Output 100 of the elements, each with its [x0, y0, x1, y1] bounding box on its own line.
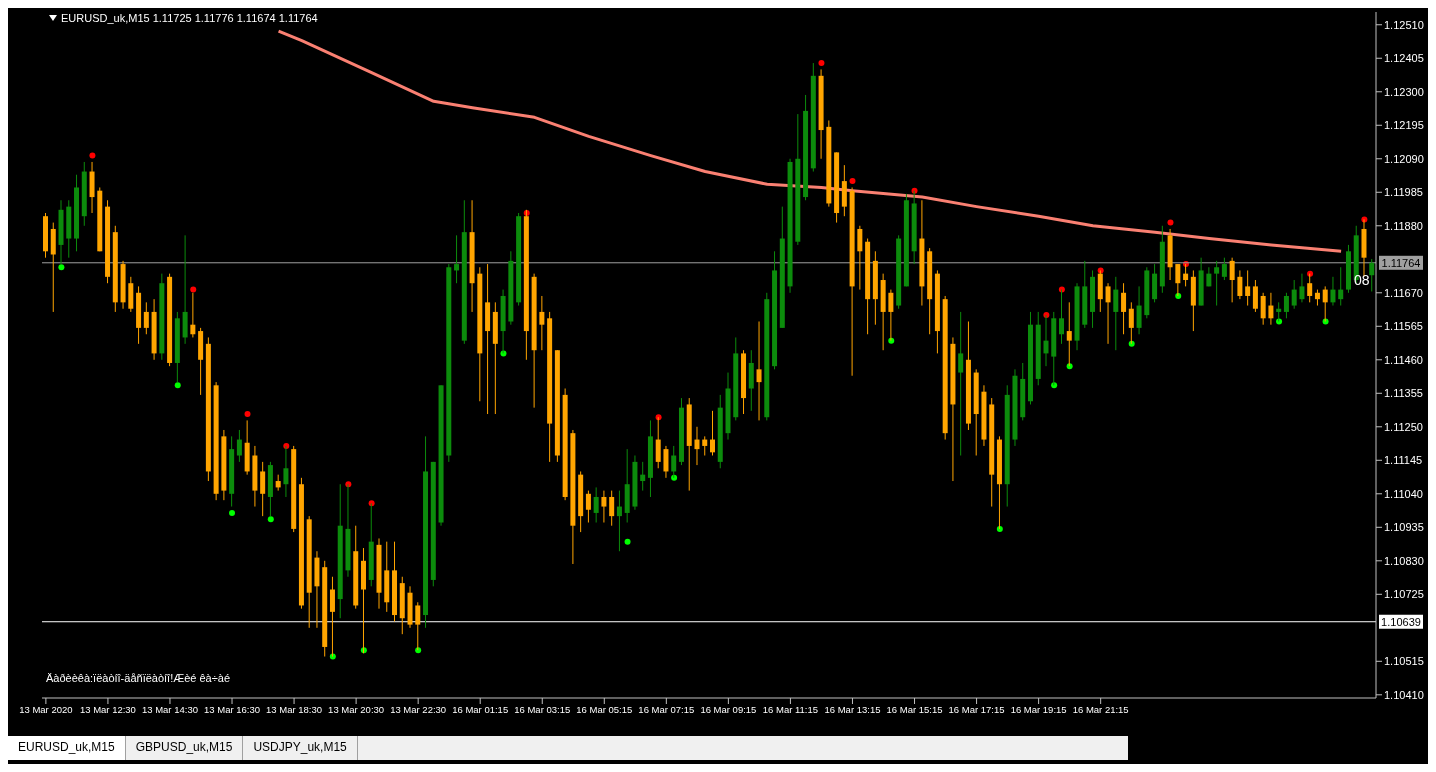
y-tick-label: 1.10935 — [1384, 521, 1424, 534]
candlestick — [663, 445, 669, 479]
candlestick — [1338, 266, 1344, 307]
x-tick-label: 16 Mar 11:15 — [762, 703, 819, 715]
y-tick-label: 1.11880 — [1384, 219, 1423, 232]
candlestick — [756, 321, 762, 421]
candlestick — [1128, 301, 1134, 345]
annotation: 08 — [1354, 272, 1370, 288]
x-tick-label: 13 Mar 22:30 — [390, 703, 447, 715]
candlestick — [585, 490, 591, 524]
candlestick — [1121, 282, 1127, 335]
text: EURUSD_uk,M15 — [8, 736, 126, 760]
candlestick — [1307, 273, 1313, 303]
candlestick — [1237, 269, 1243, 300]
candlestick — [601, 490, 607, 524]
candlestick — [190, 292, 196, 338]
candlestick — [1268, 292, 1274, 326]
candlestick — [1322, 285, 1328, 322]
x-tick-label: 13 Mar 20:30 — [328, 703, 385, 715]
candlestick — [1276, 301, 1282, 322]
x-tick-label: 16 Mar 13:15 — [824, 703, 881, 715]
point — [229, 509, 236, 516]
candlestick — [1175, 263, 1181, 297]
x-tick-label: 13 Mar 16:30 — [204, 703, 261, 715]
point — [89, 152, 96, 159]
y-tick-label: 1.11670 — [1384, 286, 1423, 299]
y-tick-label: 1.10515 — [1384, 655, 1424, 668]
y-tick-label: 1.12405 — [1384, 52, 1424, 65]
point — [58, 264, 65, 271]
y-tick-label: 1.10410 — [1384, 688, 1424, 701]
candlestick — [710, 410, 715, 457]
ref-line-label: 1.11764 — [1381, 256, 1421, 269]
x-tick-label: 16 Mar 21:15 — [1072, 703, 1129, 715]
x-tick-label: 13 Mar 12:30 — [79, 703, 136, 715]
candlestick — [857, 225, 863, 291]
y-tick-label: 1.11250 — [1384, 420, 1423, 433]
candlestick — [593, 486, 599, 524]
candlestick — [958, 311, 964, 457]
point — [190, 286, 197, 293]
x-tick-label: 16 Mar 17:15 — [948, 703, 1005, 715]
candlestick — [1283, 292, 1289, 319]
candlestick — [1299, 273, 1305, 303]
candlestick — [415, 601, 421, 651]
candlestick — [1214, 260, 1220, 307]
candlestick — [1330, 276, 1336, 307]
chart-title: EURUSD_uk,M15 1.11725 1.11776 1.11674 1.11764 — [61, 12, 318, 24]
candlestick — [260, 461, 266, 517]
candlestick — [283, 445, 289, 498]
candlestick — [702, 435, 708, 457]
y-tick-label: 1.12090 — [1384, 152, 1424, 165]
point — [818, 60, 825, 67]
y-tick-label: 1.11355 — [1384, 387, 1423, 400]
text: USDJPY_uk,M15 — [243, 736, 358, 760]
x-tick-label: 13 Mar 18:30 — [266, 703, 323, 715]
candlestick — [655, 416, 661, 469]
candlestick — [1059, 289, 1065, 345]
candlestick — [616, 490, 622, 552]
y-tick-label: 1.11565 — [1384, 320, 1423, 333]
y-tick-label: 1.11040 — [1384, 487, 1423, 500]
candlestick — [671, 445, 677, 479]
y-tick-label: 1.12300 — [1384, 85, 1424, 98]
x-tick-label: 16 Mar 07:15 — [638, 703, 695, 715]
candlestick — [1113, 276, 1119, 351]
x-tick-label: 16 Mar 19:15 — [1010, 703, 1067, 715]
y-tick-label: 1.11460 — [1384, 353, 1423, 366]
candlestick — [1229, 257, 1235, 303]
candlestick — [1245, 269, 1251, 307]
point — [849, 178, 856, 185]
candlestick — [609, 490, 615, 527]
y-tick-label: 1.12195 — [1384, 119, 1424, 132]
candlestick — [143, 301, 149, 335]
point — [1167, 219, 1174, 226]
y-tick-label: 1.11985 — [1384, 186, 1423, 199]
point — [244, 411, 251, 418]
candlestick — [694, 426, 700, 466]
y-tick-label: 1.10830 — [1384, 554, 1424, 567]
candlestick — [1369, 258, 1375, 293]
x-tick-label: 16 Mar 09:15 — [700, 703, 757, 715]
ref-line-label: 1.10639 — [1381, 615, 1421, 628]
y-tick-label: 1.11145 — [1384, 454, 1423, 467]
annotation: Äàðèèêà:ïëàòíî-äåñïëàòíî!Æèé êà÷àé — [46, 672, 231, 684]
y-tick-label: 1.12510 — [1384, 18, 1424, 31]
candlestick — [1066, 301, 1072, 367]
candlestick — [1105, 282, 1111, 345]
x-tick-label: 16 Mar 05:15 — [576, 703, 633, 715]
candlestick — [640, 461, 646, 492]
x-tick-label: 13 Mar 2020 — [19, 703, 73, 715]
x-tick-label: 13 Mar 14:30 — [141, 703, 198, 715]
point — [624, 538, 631, 545]
point — [174, 382, 181, 389]
candlestick — [539, 295, 545, 351]
candlestick — [1260, 292, 1266, 326]
candlestick — [1221, 257, 1227, 281]
candlestick — [1291, 279, 1297, 310]
line-series — [277, 29, 1343, 253]
candlestick — [236, 429, 242, 463]
candlestick — [454, 234, 460, 284]
point — [267, 516, 274, 523]
text: GBPUSD_uk,M15 — [125, 736, 244, 760]
x-tick-label: 16 Mar 01:15 — [452, 703, 509, 715]
